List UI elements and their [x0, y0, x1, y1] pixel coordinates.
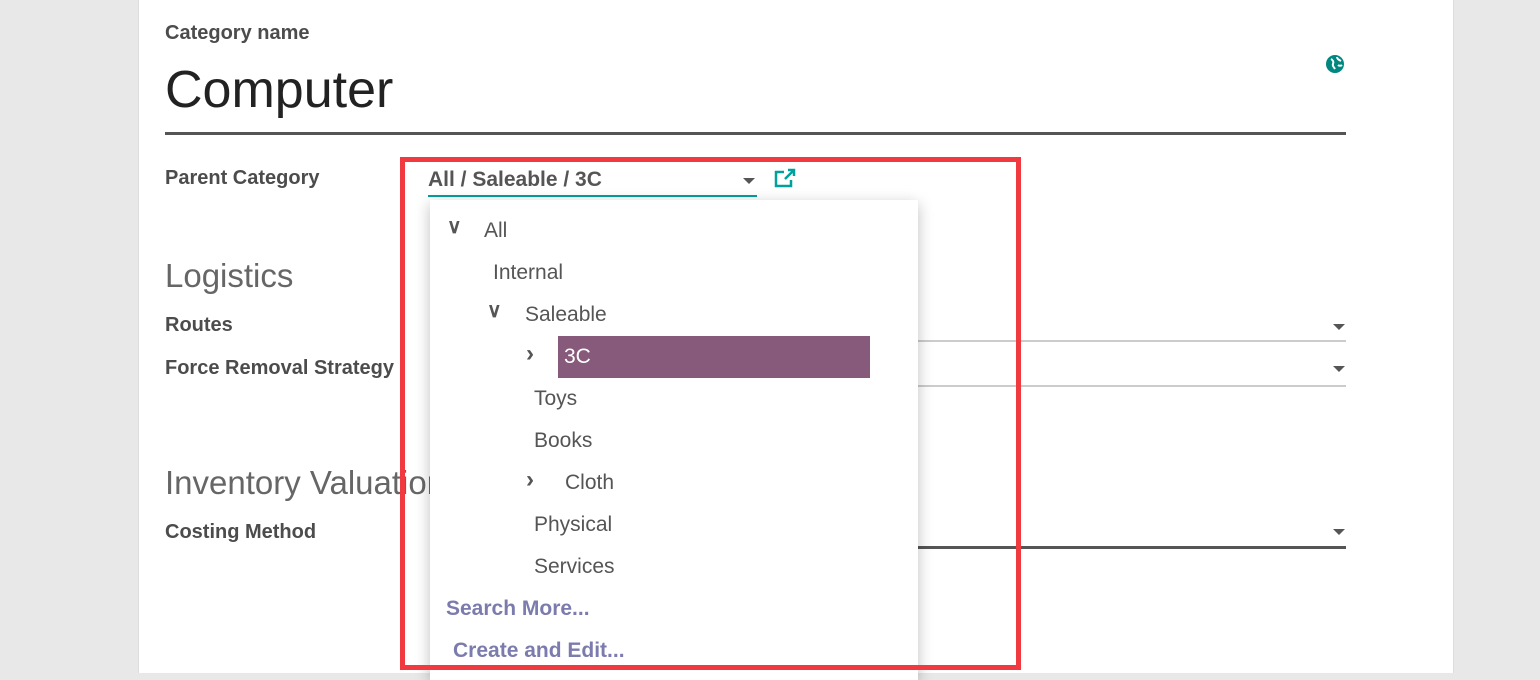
parent-category-dropdown: ∨ All Internal ∨ Saleable › 3C Toys Book… [430, 200, 918, 680]
routes-input[interactable] [918, 340, 1346, 342]
parent-category-label: Parent Category [165, 167, 320, 189]
chevron-right-icon[interactable]: › [526, 340, 534, 367]
dropdown-item-saleable[interactable]: Saleable [525, 303, 607, 326]
chevron-down-icon[interactable]: ∨ [487, 300, 502, 322]
create-and-edit-link[interactable]: Create and Edit... [453, 639, 625, 662]
parent-category-input[interactable]: All / Saleable / 3C [428, 168, 602, 191]
dropdown-item-internal[interactable]: Internal [493, 261, 564, 284]
caret-down-icon[interactable] [1333, 529, 1345, 535]
caret-down-icon[interactable] [1333, 366, 1345, 372]
dropdown-item-physical[interactable]: Physical [534, 513, 613, 536]
caret-down-icon[interactable] [743, 178, 755, 184]
force-removal-input[interactable] [918, 385, 1346, 387]
dropdown-item-all[interactable]: All [484, 219, 508, 242]
search-more-link[interactable]: Search More... [446, 597, 590, 620]
chevron-right-icon[interactable]: › [526, 466, 534, 493]
logistics-heading: Logistics [165, 257, 294, 294]
force-removal-label: Force Removal Strategy [165, 357, 394, 379]
name-underline [165, 132, 1346, 135]
costing-method-label: Costing Method [165, 521, 317, 543]
inventory-valuation-heading: Inventory Valuation [165, 464, 430, 501]
category-name-label: Category name [165, 22, 310, 44]
parent-category-underline [428, 195, 757, 197]
routes-label: Routes [165, 314, 233, 336]
dropdown-item-3c[interactable]: 3C [558, 336, 870, 378]
category-name-input[interactable]: Computer [165, 61, 394, 119]
external-link-icon[interactable] [773, 167, 797, 189]
dropdown-item-books[interactable]: Books [534, 429, 593, 452]
caret-down-icon[interactable] [1333, 324, 1345, 330]
dropdown-item-toys[interactable]: Toys [534, 387, 578, 410]
dropdown-item-services[interactable]: Services [534, 555, 615, 578]
dropdown-item-cloth[interactable]: Cloth [565, 471, 615, 494]
chevron-down-icon[interactable]: ∨ [447, 216, 462, 238]
costing-method-input[interactable] [918, 546, 1346, 549]
globe-icon[interactable] [1325, 54, 1345, 74]
highlight-box [400, 157, 1021, 670]
